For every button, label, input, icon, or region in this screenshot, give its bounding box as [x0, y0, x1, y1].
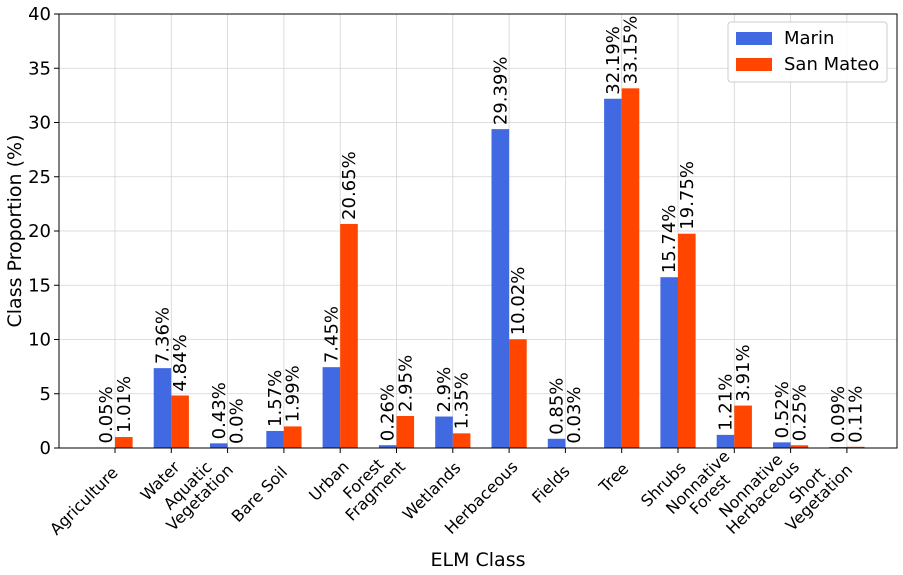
data-label: 2.95%: [395, 355, 416, 412]
bars-layer: [97, 88, 865, 449]
bar-marin: [547, 438, 566, 448]
legend: Marin San Mateo: [727, 21, 888, 83]
bar-marin: [210, 443, 228, 448]
bar-marin: [716, 434, 735, 448]
bar-san-mateo: [283, 426, 302, 448]
data-label: 0.03%: [564, 386, 585, 443]
bar-san-mateo: [790, 445, 809, 448]
data-labels-layer: 0.05% 7.36% 0.43% 1.57% 7.45% 0.26% 2.9% 29.39%…: [96, 16, 867, 444]
data-label: 0.0%: [226, 398, 247, 444]
bar-marin: [378, 445, 397, 448]
data-label: 1.01%: [114, 376, 135, 433]
data-label: 10.02%: [508, 267, 529, 336]
bar-san-mateo: [846, 446, 865, 448]
bar-san-mateo: [171, 395, 189, 448]
data-label: 4.84%: [170, 334, 191, 391]
x-tick-label-line: Fields: [528, 462, 573, 507]
bar-san-mateo: [678, 233, 696, 448]
data-label: 1.21%: [716, 374, 737, 431]
y-tick-label: 10: [28, 330, 51, 351]
data-label: 2.9%: [434, 367, 455, 413]
bar-marin: [491, 129, 510, 448]
data-label: 1.99%: [283, 365, 304, 422]
data-label: 7.45%: [321, 306, 342, 363]
data-label: 19.75%: [677, 161, 698, 230]
data-label: 1.57%: [265, 370, 286, 427]
bar-marin: [153, 368, 172, 448]
x-tick-label: Fields: [528, 462, 573, 507]
legend-label: San Mateo: [784, 54, 879, 75]
data-label: 0.05%: [96, 386, 117, 443]
y-tick-label: 0: [40, 438, 51, 459]
x-tick-label-line: Urban: [305, 457, 353, 505]
y-tick-label: 25: [28, 167, 51, 188]
y-tick-label: 20: [28, 221, 51, 242]
data-label: 3.91%: [733, 344, 754, 401]
data-label: 29.39%: [490, 56, 511, 125]
bar-san-mateo: [621, 88, 640, 448]
bar-marin: [266, 430, 284, 448]
bar-san-mateo: [452, 433, 471, 448]
x-tick-label: Urban: [305, 457, 353, 505]
data-label: 0.09%: [828, 386, 849, 443]
y-tick-label: 40: [28, 4, 51, 25]
x-tick-label-line: Bare Soil: [228, 463, 291, 526]
legend-swatch: [736, 58, 772, 71]
data-label: 0.52%: [772, 381, 793, 438]
data-label: 20.65%: [339, 151, 360, 220]
bar-marin: [435, 416, 453, 448]
data-label: 15.74%: [659, 205, 680, 274]
y-tick-label: 5: [40, 384, 51, 405]
x-tick-label: Bare Soil: [228, 463, 291, 526]
bar-san-mateo: [734, 405, 752, 448]
data-label: 0.26%: [378, 384, 399, 441]
x-tick-label: Agriculture: [46, 463, 122, 539]
x-tick-label: AquaticVegetation: [150, 448, 236, 534]
y-tick-label: 30: [28, 113, 51, 134]
data-label: 7.36%: [153, 307, 174, 364]
data-label: 33.15%: [621, 16, 642, 85]
x-tick-label: ForestFragment: [330, 445, 409, 524]
x-tick-label: Tree: [595, 459, 633, 497]
x-axis-title: ELM Class: [430, 549, 525, 571]
x-tick-label-line: Tree: [595, 459, 633, 497]
legend-swatch: [736, 32, 772, 45]
bar-marin: [660, 277, 678, 448]
y-tick-label: 35: [28, 58, 51, 79]
data-label: 0.25%: [789, 384, 810, 441]
bar-marin: [322, 367, 341, 448]
x-tick-label-line: Agriculture: [46, 463, 122, 539]
data-label: 0.85%: [547, 378, 568, 435]
bar-marin: [773, 442, 791, 448]
bar-san-mateo: [396, 415, 415, 448]
data-label: 0.43%: [209, 382, 230, 439]
legend-label: Marin: [784, 28, 834, 49]
data-label: 1.35%: [452, 372, 473, 429]
y-axis-title: Class Proportion (%): [4, 135, 26, 328]
bar-marin: [604, 98, 622, 449]
bar-san-mateo: [115, 437, 133, 448]
bar-san-mateo: [509, 339, 527, 448]
bar-san-mateo: [340, 223, 358, 448]
y-tick-label: 15: [28, 275, 51, 296]
data-label: 0.11%: [846, 386, 867, 443]
data-label: 32.19%: [603, 26, 624, 95]
